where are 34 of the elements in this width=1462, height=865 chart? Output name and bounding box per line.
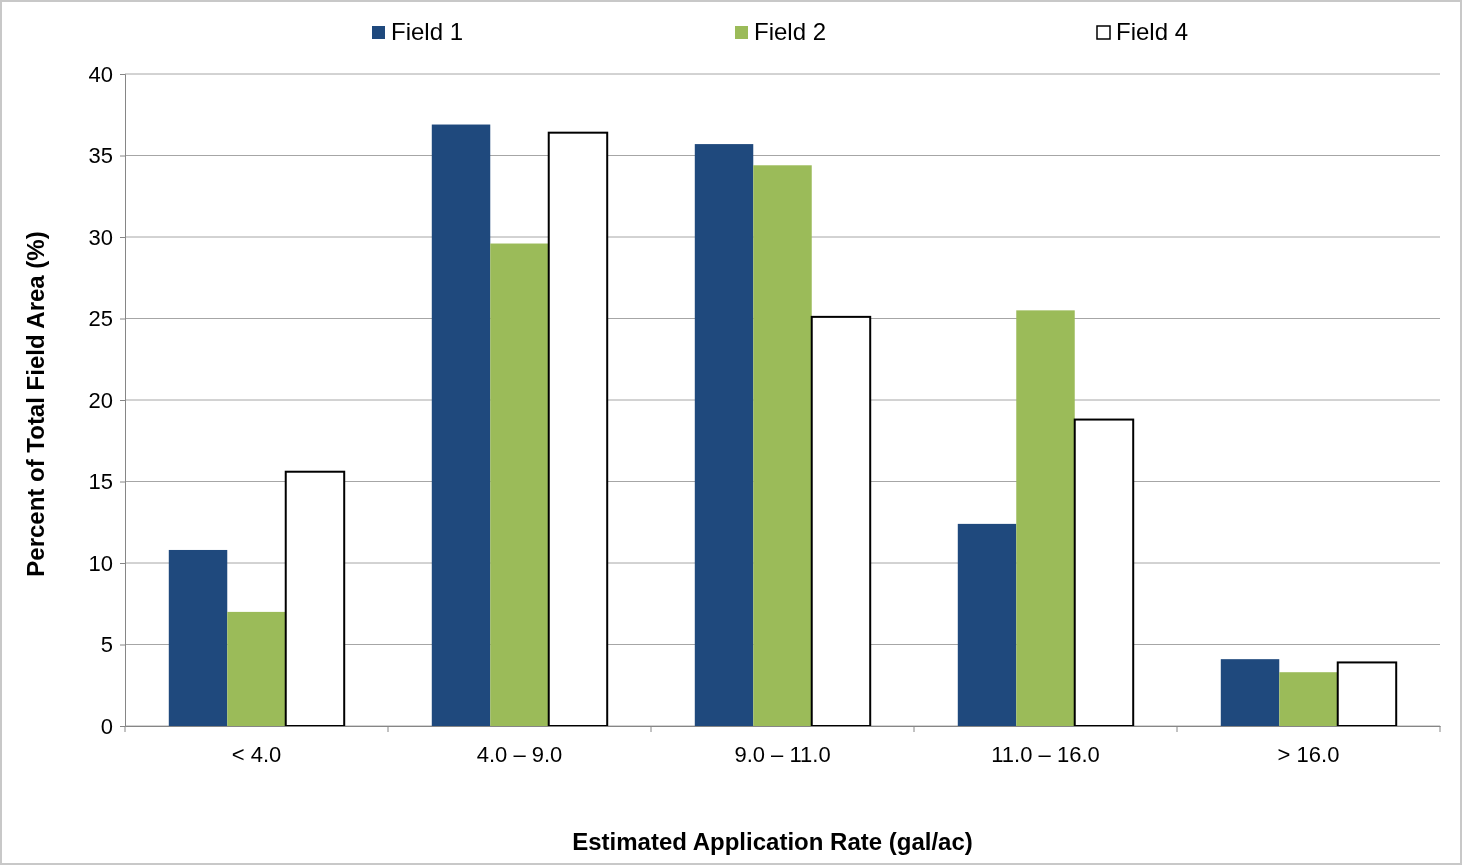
- bar: [1279, 672, 1338, 726]
- bar: [431, 124, 491, 726]
- y-axis-title: Percent of Total Field Area (%): [22, 231, 49, 577]
- x-tick-label: 4.0 – 9.0: [476, 741, 563, 767]
- x-tick-label: 9.0 – 11.0: [734, 741, 831, 767]
- bar: [490, 243, 549, 726]
- y-tick-label: 15: [88, 469, 113, 495]
- legend-label: Field 1: [391, 18, 464, 45]
- bar: [547, 131, 609, 727]
- bar: [810, 315, 872, 727]
- y-tick-label: 20: [88, 387, 113, 413]
- bar: [694, 144, 754, 726]
- bar: [1073, 418, 1135, 727]
- bar: [168, 549, 228, 726]
- y-tick-label: 40: [88, 61, 113, 87]
- bar: [753, 165, 812, 726]
- bar: [1016, 310, 1075, 726]
- y-tick-label: 25: [88, 306, 113, 332]
- y-tick-label: 35: [88, 143, 113, 169]
- legend-label: Field 2: [754, 18, 827, 45]
- bar: [1336, 661, 1398, 727]
- bar: [957, 523, 1017, 726]
- y-tick-label: 5: [100, 632, 113, 658]
- bar: [227, 611, 286, 726]
- y-tick-label: 30: [88, 224, 113, 250]
- bar: [284, 470, 346, 727]
- y-tick-label: 0: [100, 713, 113, 739]
- x-tick-label: > 16.0: [1277, 741, 1340, 767]
- x-tick-label: < 4.0: [231, 741, 282, 767]
- x-axis-title: Estimated Application Rate (gal/ac): [572, 828, 973, 855]
- bar: [1220, 659, 1280, 726]
- x-tick-label: 11.0 – 16.0: [991, 741, 1100, 767]
- y-tick-label: 10: [88, 550, 113, 576]
- legend-label: Field 4: [1116, 18, 1189, 45]
